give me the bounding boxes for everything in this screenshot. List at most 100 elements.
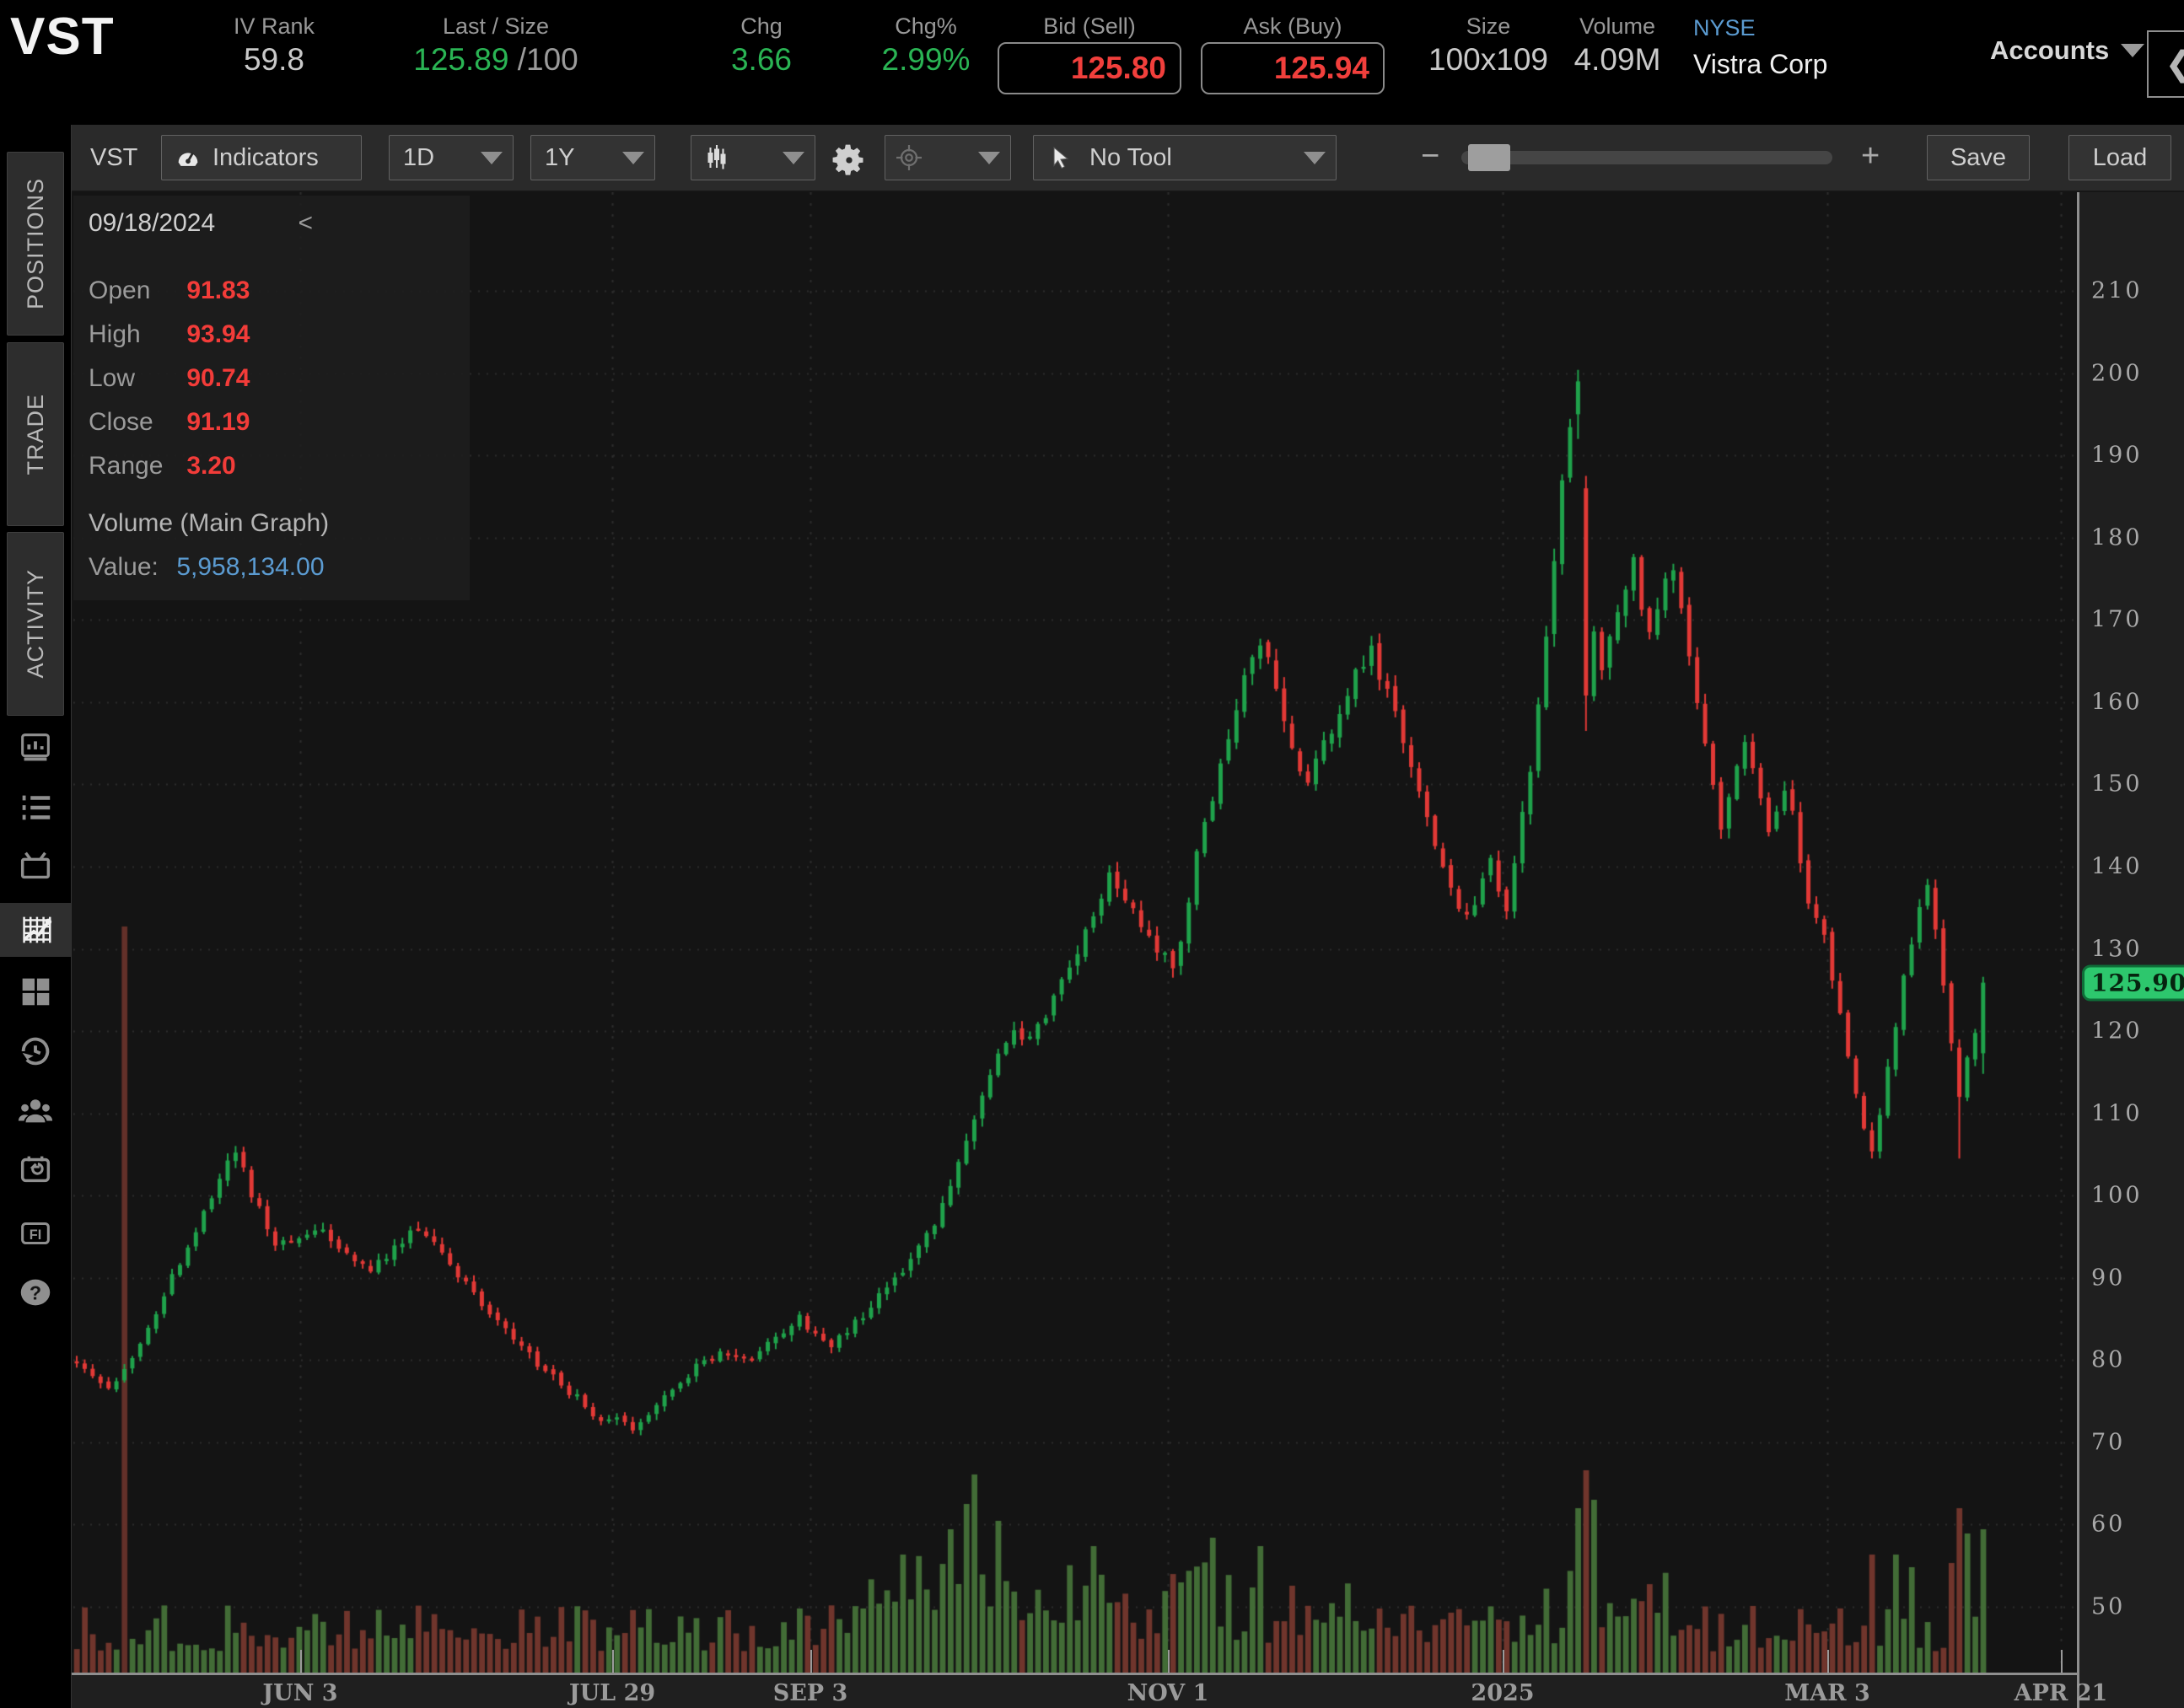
chart-type-dropdown[interactable] xyxy=(691,135,815,180)
gauge-icon xyxy=(178,152,198,166)
time-tick-mark xyxy=(810,1650,812,1673)
zoom-out-button[interactable]: − xyxy=(1421,138,1440,174)
high-label: High xyxy=(89,320,141,348)
overlay-close-row: Close 91.19 xyxy=(89,408,250,437)
people-group-icon[interactable] xyxy=(0,1084,71,1138)
overlay-low-row: Low 90.74 xyxy=(89,364,250,393)
chg-field: Chg 3.66 xyxy=(698,12,825,79)
symbol-logo: VST xyxy=(10,8,115,66)
iv-rank-field: IV Rank 59.8 xyxy=(207,12,342,79)
price-tick-label: 130 xyxy=(2091,936,2143,962)
time-tick-mark xyxy=(612,1650,614,1673)
help-icon[interactable]: ? xyxy=(0,1265,71,1319)
time-tick-mark xyxy=(1168,1650,1170,1673)
sidebar-tab-label: TRADE xyxy=(22,393,48,475)
time-tick-label: NOV 1 xyxy=(1127,1680,1209,1706)
open-value: 91.83 xyxy=(186,277,250,304)
volume-value-number: 5,958,134.00 xyxy=(176,553,325,581)
chevron-left-icon: ❮ xyxy=(2165,45,2184,83)
bid-field: Bid (Sell) xyxy=(998,12,1181,40)
exchange-label: NYSE xyxy=(1693,15,1756,40)
time-tick-mark xyxy=(2061,1650,2063,1673)
toolbar-symbol: VST xyxy=(90,144,138,171)
tool-dropdown[interactable]: No Tool xyxy=(1033,135,1337,180)
chevron-down-icon xyxy=(1304,151,1326,164)
overlay-high-row: High 93.94 xyxy=(89,320,250,349)
overlay-date: 09/18/2024 xyxy=(89,209,216,237)
low-label: Low xyxy=(89,364,136,392)
sidebar-tab-label: POSITIONS xyxy=(22,177,48,310)
chevron-down-icon xyxy=(481,151,503,164)
ask-button[interactable]: 125.94 xyxy=(1201,42,1385,94)
sidebar-tab-positions[interactable]: POSITIONS xyxy=(7,152,64,336)
overlay-range-row: Range 3.20 xyxy=(89,452,236,481)
indicators-button[interactable]: Indicators xyxy=(161,135,362,180)
load-label: Load xyxy=(2092,143,2148,171)
svg-text:FI: FI xyxy=(30,1227,41,1243)
price-tick-label: 200 xyxy=(2091,360,2143,387)
size-label: Size xyxy=(1466,13,1511,39)
bid-button[interactable]: 125.80 xyxy=(998,42,1181,94)
price-tick-label: 80 xyxy=(2091,1346,2126,1373)
timeframe-dropdown[interactable]: 1D xyxy=(389,135,514,180)
tv-icon[interactable] xyxy=(0,839,71,893)
gear-icon xyxy=(832,145,863,175)
zoom-slider[interactable] xyxy=(1461,144,1832,171)
grid-quad-icon[interactable] xyxy=(0,964,71,1018)
bid-value: 125.80 xyxy=(1070,51,1166,85)
last-size-label: Last / Size xyxy=(442,13,550,39)
time-tick-mark xyxy=(300,1650,302,1673)
price-tick-label: 140 xyxy=(2091,853,2143,880)
cursor-icon xyxy=(1053,146,1069,169)
fi-badge-icon[interactable]: FI xyxy=(0,1206,71,1260)
ask-field: Ask (Buy) xyxy=(1201,12,1385,40)
chg-value: 3.66 xyxy=(730,42,792,77)
crosshair-dropdown[interactable] xyxy=(885,135,1011,180)
indicators-label: Indicators xyxy=(212,143,319,171)
low-value: 90.74 xyxy=(186,364,250,392)
list-icon[interactable] xyxy=(0,781,71,835)
time-tick-label: JUN 3 xyxy=(262,1680,338,1706)
chevron-down-icon xyxy=(978,151,1000,164)
size-field: Size 100x109 xyxy=(1417,12,1560,79)
chevron-down-icon xyxy=(622,151,644,164)
chart-grid-icon[interactable] xyxy=(0,903,71,957)
volume-field: Volume 4.09M xyxy=(1550,12,1685,79)
price-tick-label: 120 xyxy=(2091,1018,2143,1045)
save-button[interactable]: Save xyxy=(1927,135,2030,180)
range-value: 1Y xyxy=(545,143,575,171)
price-tick-label: 180 xyxy=(2091,524,2143,551)
price-tick-label: 150 xyxy=(2091,771,2143,798)
close-value: 91.19 xyxy=(186,408,250,436)
history-clock-icon[interactable] xyxy=(0,1024,71,1078)
range-dropdown[interactable]: 1Y xyxy=(530,135,655,180)
range-label: Range xyxy=(89,452,164,480)
overlay-back-button[interactable]: < xyxy=(298,209,314,237)
collapse-panel-button[interactable]: ❮ xyxy=(2147,30,2184,98)
zoom-slider-handle[interactable] xyxy=(1468,144,1510,171)
left-sidebar: POSITIONS TRADE ACTIVITY xyxy=(0,125,71,1708)
price-axis[interactable]: 210 200 190 180 170 160 150 140 130 120 110 100 90 80… xyxy=(2077,192,2184,1708)
journal-chart-icon[interactable] xyxy=(0,721,71,775)
sidebar-tab-activity[interactable]: ACTIVITY xyxy=(7,532,64,716)
calendar-undo-icon[interactable] xyxy=(0,1142,71,1196)
price-tick-label: 210 xyxy=(2091,277,2143,304)
size-value: 100x109 xyxy=(1428,42,1548,77)
sidebar-tab-trade[interactable]: TRADE xyxy=(7,342,64,526)
price-tick-label: 50 xyxy=(2091,1593,2126,1620)
range-value: 3.20 xyxy=(186,452,236,480)
chart-panel: VST Indicators 1D 1Y xyxy=(71,125,2184,1708)
time-tick-label: JUL 29 xyxy=(568,1680,656,1706)
price-tick-label: 160 xyxy=(2091,689,2143,716)
zoom-in-button[interactable]: + xyxy=(1861,138,1880,174)
accounts-label: Accounts xyxy=(1990,35,2110,65)
accounts-dropdown[interactable]: Accounts xyxy=(1990,35,2145,66)
chart-settings-button[interactable] xyxy=(831,126,868,192)
chart-toolbar: VST Indicators 1D 1Y xyxy=(72,125,2184,192)
svg-text:?: ? xyxy=(30,1282,41,1304)
time-axis[interactable]: JUN 3 JUL 29 SEP 3 NOV 1 2025 MAR 3 APR 21 xyxy=(72,1650,2107,1708)
price-tick-label: 90 xyxy=(2091,1265,2126,1292)
time-tick-label: MAR 3 xyxy=(1784,1680,1870,1706)
load-button[interactable]: Load xyxy=(2068,135,2171,180)
